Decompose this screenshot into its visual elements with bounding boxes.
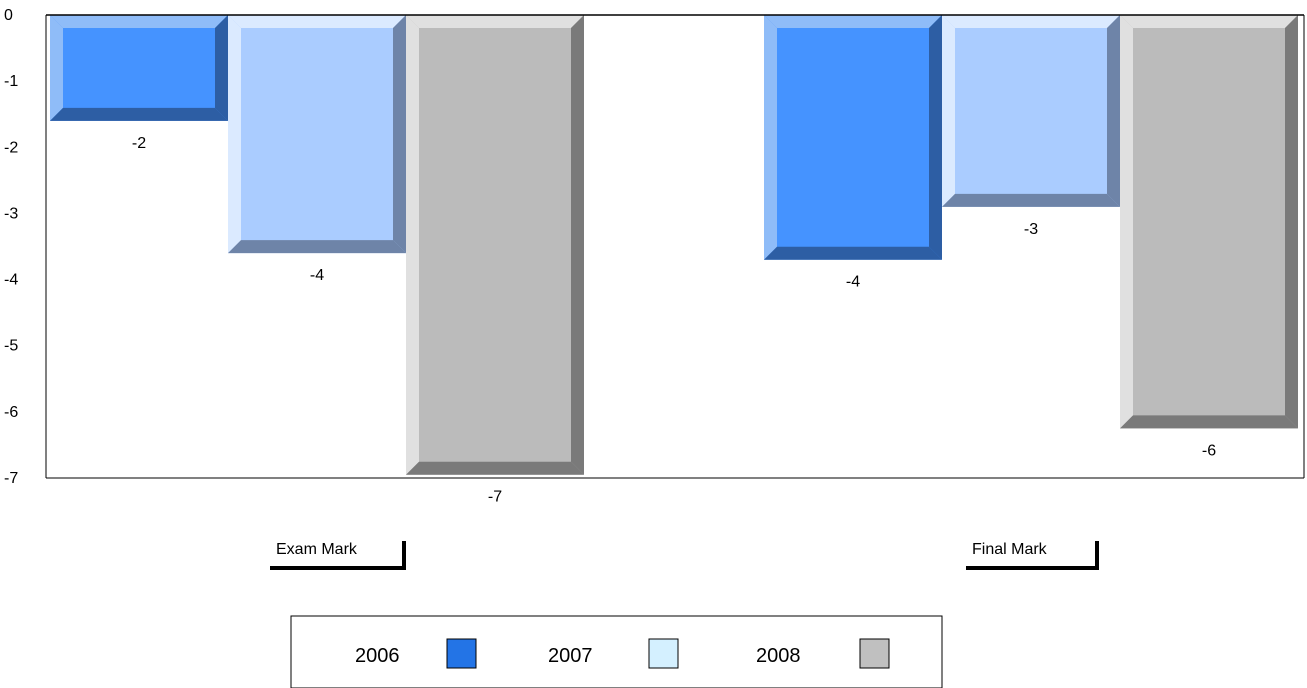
bar-2007-exam-mark <box>228 15 406 254</box>
bars <box>50 15 1298 475</box>
legend-item-2006: 2006 <box>355 638 477 669</box>
y-tick-label: -6 <box>4 404 18 421</box>
legend-item-2008: 2008 <box>756 638 890 669</box>
data-label: -6 <box>1202 442 1216 459</box>
category-label-text: Exam Mark <box>276 541 358 558</box>
y-tick-label: 0 <box>4 7 13 24</box>
legend-label: 2006 <box>355 645 400 667</box>
data-label: -4 <box>310 267 324 284</box>
data-label: -2 <box>132 135 146 152</box>
legend-swatch <box>859 638 890 669</box>
data-label: -7 <box>488 489 502 506</box>
legend: 2006 2007 2008 <box>290 615 943 688</box>
y-tick-label: -7 <box>4 470 18 487</box>
y-axis-ticks: 0 -1 -2 -3 -4 -5 -6 -7 <box>4 7 18 487</box>
category-label-text: Final Mark <box>972 541 1048 558</box>
legend-label: 2007 <box>548 645 593 667</box>
y-tick-label: -5 <box>4 338 18 355</box>
category-labels: Exam Mark Final Mark <box>270 541 1099 570</box>
bar-2008-final-mark <box>1120 15 1298 429</box>
y-tick-label: -2 <box>4 139 18 156</box>
y-tick-label: -3 <box>4 205 18 222</box>
bar-2008-exam-mark <box>406 15 584 475</box>
bar-2006-final-mark <box>764 15 942 260</box>
y-tick-label: -4 <box>4 272 18 289</box>
legend-box <box>290 615 943 688</box>
category-label-final-mark: Final Mark <box>966 541 1099 570</box>
data-labels: -2 -4 -7 -4 -3 -6 <box>132 135 1216 506</box>
legend-item-2007: 2007 <box>548 638 679 669</box>
legend-swatch <box>648 638 679 669</box>
bar-2007-final-mark <box>942 15 1120 207</box>
data-label: -3 <box>1024 221 1038 238</box>
y-tick-label: -1 <box>4 73 18 90</box>
category-label-exam-mark: Exam Mark <box>270 541 406 570</box>
plot-frame <box>45 14 1305 479</box>
bar-2006-exam-mark <box>50 15 228 121</box>
legend-label: 2008 <box>756 645 801 667</box>
legend-swatch <box>446 638 477 669</box>
data-label: -4 <box>846 274 860 291</box>
